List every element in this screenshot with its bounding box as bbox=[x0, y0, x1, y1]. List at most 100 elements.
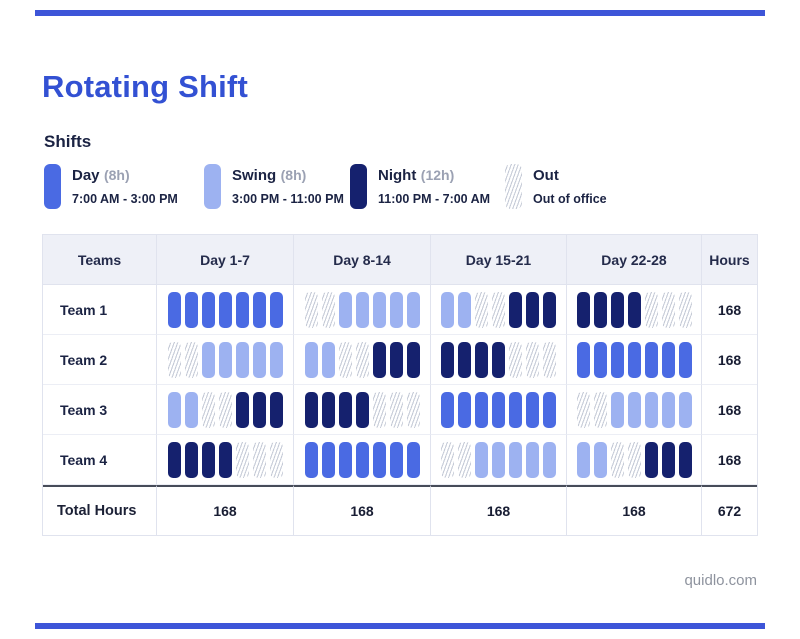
schedule-cell bbox=[294, 285, 431, 335]
shift-pill-day bbox=[389, 441, 403, 478]
schedule-cell bbox=[157, 435, 294, 485]
shift-pill-night bbox=[627, 291, 641, 328]
schedule-cell bbox=[567, 385, 702, 435]
row-hours: 168 bbox=[702, 385, 757, 435]
shift-pill-out bbox=[355, 341, 369, 378]
row-hours: 168 bbox=[702, 435, 757, 485]
shift-pill-day bbox=[355, 441, 369, 478]
schedule-cell bbox=[157, 335, 294, 385]
shift-pill-out bbox=[458, 441, 471, 478]
schedule-cell bbox=[431, 385, 567, 435]
shift-pill-day bbox=[475, 391, 488, 428]
shift-pill-night bbox=[661, 441, 675, 478]
shift-pill-night bbox=[304, 391, 318, 428]
shift-pill-swing bbox=[441, 291, 454, 328]
shift-pill-swing bbox=[526, 441, 539, 478]
shift-pill-night bbox=[338, 391, 352, 428]
table-header-row: Teams Day 1-7 Day 8-14 Day 15-21 Day 22-… bbox=[43, 235, 757, 285]
shift-pill-night bbox=[576, 291, 590, 328]
schedule-cell bbox=[294, 385, 431, 435]
shift-pill-swing bbox=[610, 391, 624, 428]
legend-shift-time: 11:00 PM - 7:00 AM bbox=[378, 192, 491, 207]
shift-pill-day bbox=[543, 391, 556, 428]
day-shift-swatch-icon bbox=[44, 164, 61, 209]
schedule-cell bbox=[431, 435, 567, 485]
table-row: Team 2 168 bbox=[43, 335, 757, 385]
shift-pill-swing bbox=[184, 391, 198, 428]
shift-pill-night bbox=[321, 391, 335, 428]
legend-shift-duration: (8h) bbox=[103, 167, 130, 183]
shift-pill-night bbox=[355, 391, 369, 428]
shift-pill-swing bbox=[372, 291, 386, 328]
shift-pill-day bbox=[372, 441, 386, 478]
shift-pill-day bbox=[167, 291, 181, 328]
legend-item-out: Out Out of office bbox=[505, 164, 607, 209]
shift-pill-swing bbox=[304, 341, 318, 378]
shift-pill-out bbox=[252, 441, 266, 478]
shift-pill-swing bbox=[269, 341, 283, 378]
shift-pill-night bbox=[543, 291, 556, 328]
shift-pill-night bbox=[526, 291, 539, 328]
shift-pill-out bbox=[610, 441, 624, 478]
shift-pill-out bbox=[678, 291, 692, 328]
shift-pill-swing bbox=[661, 391, 675, 428]
schedule-cell bbox=[431, 335, 567, 385]
table-row: Team 3 168 bbox=[43, 385, 757, 435]
shift-pill-day bbox=[610, 341, 624, 378]
shift-pill-night bbox=[218, 441, 232, 478]
shift-pill-swing bbox=[235, 341, 249, 378]
shift-pill-swing bbox=[627, 391, 641, 428]
schedule-cell bbox=[157, 285, 294, 335]
shift-pill-night bbox=[509, 291, 522, 328]
column-header-week2: Day 8-14 bbox=[294, 235, 431, 285]
shift-pill-day bbox=[661, 341, 675, 378]
shift-pill-out bbox=[492, 291, 505, 328]
shift-pill-day bbox=[526, 391, 539, 428]
legend-shift-name: Day bbox=[72, 167, 100, 184]
schedule-cell bbox=[431, 285, 567, 335]
shift-schedule-table: Teams Day 1-7 Day 8-14 Day 15-21 Day 22-… bbox=[42, 234, 758, 536]
shift-pill-day bbox=[218, 291, 232, 328]
shift-pill-night bbox=[389, 341, 403, 378]
legend-heading: Shifts bbox=[44, 132, 92, 151]
shift-pill-day bbox=[441, 391, 454, 428]
shift-pill-day bbox=[201, 291, 215, 328]
total-hours-label: Total Hours bbox=[43, 485, 157, 535]
shift-pill-swing bbox=[389, 291, 403, 328]
legend-item-day: Day (8h) 7:00 AM - 3:00 PM bbox=[44, 164, 204, 209]
shift-pill-day bbox=[458, 391, 471, 428]
shift-pill-swing bbox=[593, 441, 607, 478]
shift-pill-out bbox=[526, 341, 539, 378]
shift-pill-night bbox=[492, 341, 505, 378]
shift-pill-night bbox=[235, 391, 249, 428]
shift-pill-day bbox=[644, 341, 658, 378]
shift-pill-day bbox=[593, 341, 607, 378]
total-hours-week3: 168 bbox=[431, 485, 567, 535]
schedule-cell bbox=[294, 335, 431, 385]
legend-items: Day (8h) 7:00 AM - 3:00 PM Swing (8h) 3:… bbox=[44, 164, 756, 209]
shift-pill-out bbox=[167, 341, 181, 378]
shift-pill-swing bbox=[355, 291, 369, 328]
schedule-cell bbox=[567, 285, 702, 335]
shift-pill-day bbox=[492, 391, 505, 428]
total-hours-week1: 168 bbox=[157, 485, 294, 535]
legend-item-swing: Swing (8h) 3:00 PM - 11:00 PM bbox=[204, 164, 350, 209]
table-row: Team 4 168 bbox=[43, 435, 757, 485]
shift-pill-out bbox=[543, 341, 556, 378]
shift-pill-swing bbox=[406, 291, 420, 328]
shift-pill-day bbox=[304, 441, 318, 478]
column-header-week3: Day 15-21 bbox=[431, 235, 567, 285]
shift-pill-day bbox=[627, 341, 641, 378]
shift-pill-out bbox=[644, 291, 658, 328]
shift-pill-night bbox=[593, 291, 607, 328]
shift-pill-swing bbox=[492, 441, 505, 478]
shift-pill-night bbox=[201, 441, 215, 478]
shift-pill-out bbox=[235, 441, 249, 478]
shift-pill-day bbox=[269, 291, 283, 328]
shift-pill-night bbox=[678, 441, 692, 478]
shift-pill-day bbox=[338, 441, 352, 478]
table-row: Team 1 168 bbox=[43, 285, 757, 335]
page-title: Rotating Shift bbox=[42, 68, 248, 104]
shift-pill-night bbox=[406, 341, 420, 378]
shift-pill-night bbox=[475, 341, 488, 378]
